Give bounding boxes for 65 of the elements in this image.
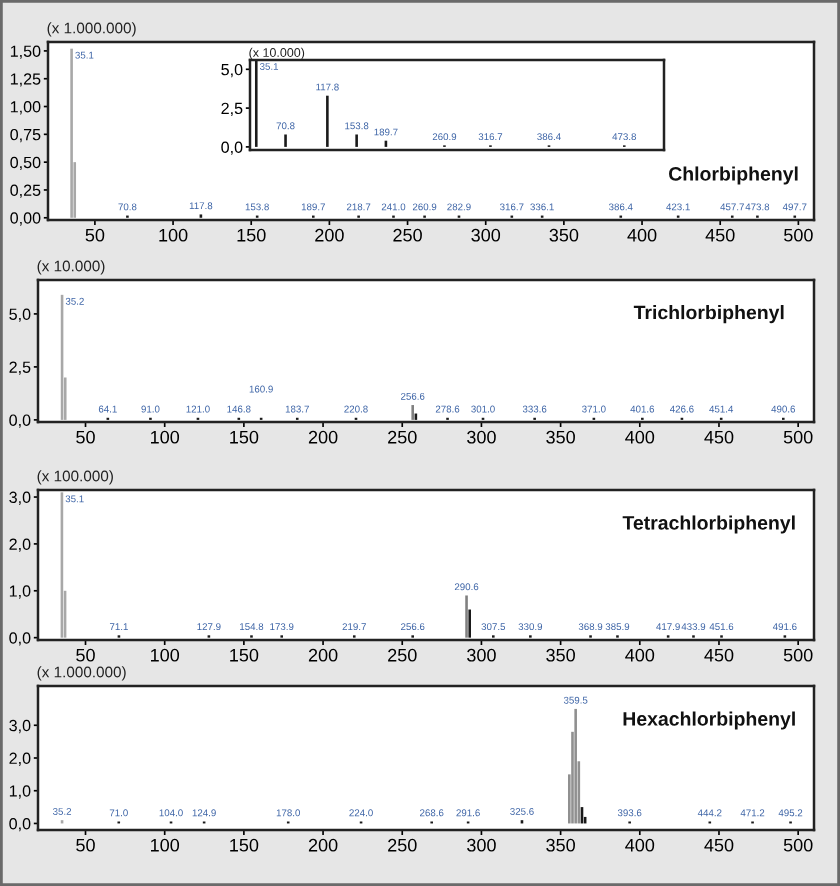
y-tick-label: 2,5 — [221, 102, 243, 116]
x-tick-label: 500 — [783, 838, 813, 852]
y-tick-label: 0,0 — [9, 414, 31, 428]
y-tick-label: 2,0 — [9, 538, 31, 552]
x-tick-label: 300 — [471, 228, 501, 242]
x-tick-label: 100 — [151, 648, 180, 662]
y-tick-label: 2,0 — [9, 752, 31, 766]
text: Tetrachlorbiphenyl — [622, 515, 795, 534]
y-tick-label: 1,00 — [10, 101, 41, 115]
x-tick-label: 400 — [625, 430, 655, 444]
x-tick-label: 50 — [76, 838, 95, 852]
x-tick-label: 350 — [546, 430, 575, 444]
x-tick-label: 450 — [704, 430, 734, 444]
x-tick-label: 500 — [783, 430, 813, 444]
y-tick-label: 0,00 — [10, 212, 41, 226]
y-tick-label: 2,5 — [9, 361, 31, 375]
y-tick-label: 0,0 — [9, 818, 31, 832]
x-tick-label: 200 — [308, 648, 338, 662]
x-tick-label: 400 — [627, 228, 657, 242]
y-tick-label: 1,0 — [9, 585, 31, 599]
x-tick-label: 100 — [151, 430, 180, 444]
y-tick-label: 3,0 — [9, 491, 31, 505]
y-tick-label: 5,0 — [9, 308, 31, 322]
x-tick-label: 50 — [76, 430, 95, 444]
x-tick-label: 400 — [625, 648, 655, 662]
x-tick-label: 300 — [467, 430, 496, 444]
x-tick-label: 300 — [467, 838, 496, 852]
x-tick-label: 450 — [705, 228, 735, 242]
x-tick-label: 200 — [308, 838, 338, 852]
x-tick-label: 300 — [467, 648, 496, 662]
x-tick-label: 150 — [230, 430, 259, 444]
y-tick-label: 1,25 — [10, 73, 41, 87]
y-tick-label: 1,50 — [10, 45, 41, 59]
y-tick-label: 0,50 — [10, 156, 41, 171]
x-tick-label: 500 — [784, 228, 813, 242]
y-tick-label: 3,0 — [9, 719, 31, 734]
x-tick-label: 450 — [704, 648, 734, 662]
x-tick-label: 150 — [237, 228, 266, 242]
x-tick-label: 50 — [85, 228, 105, 242]
x-tick-label: 400 — [625, 838, 655, 852]
x-tick-label: 500 — [783, 648, 813, 662]
x-tick-label: 450 — [704, 838, 734, 852]
text: Trichlorbiphenyl — [633, 305, 784, 324]
x-tick-label: 50 — [76, 648, 95, 662]
y-tick-label: 0,25 — [10, 184, 41, 198]
text: Chlorbiphenyl — [669, 166, 798, 185]
x-tick-label: 250 — [388, 430, 417, 444]
x-tick-label: 150 — [230, 838, 259, 852]
y-tick-label: 5,0 — [221, 63, 243, 78]
x-tick-label: 350 — [546, 648, 575, 662]
x-tick-label: 350 — [546, 838, 575, 852]
x-tick-label: 150 — [230, 648, 259, 662]
y-tick-label: 1,0 — [9, 785, 31, 799]
x-tick-label: 100 — [151, 838, 180, 852]
x-tick-label: 200 — [308, 430, 338, 444]
x-tick-label: 200 — [315, 228, 344, 242]
x-tick-label: 350 — [549, 228, 579, 242]
x-tick-label: 250 — [388, 648, 417, 662]
y-tick-label: 0,75 — [10, 128, 41, 143]
x-tick-label: 100 — [159, 228, 188, 242]
text: Hexachlorbiphenyl — [623, 711, 795, 730]
x-tick-label: 250 — [388, 838, 417, 852]
y-tick-label: 0,0 — [221, 141, 243, 155]
y-tick-label: 0,0 — [9, 632, 31, 646]
x-tick-label: 250 — [393, 228, 422, 242]
